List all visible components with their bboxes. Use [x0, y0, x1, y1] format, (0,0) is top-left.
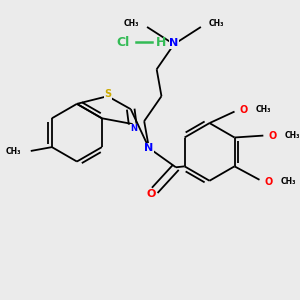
- Text: N: N: [130, 124, 137, 134]
- Text: N: N: [144, 143, 154, 153]
- Text: CH₃: CH₃: [124, 19, 140, 28]
- Text: O: O: [268, 130, 276, 141]
- Text: O: O: [264, 177, 272, 187]
- Text: CH₃: CH₃: [208, 19, 224, 28]
- Text: CH₃: CH₃: [6, 147, 21, 156]
- Text: N: N: [169, 38, 178, 48]
- Text: CH₃: CH₃: [284, 131, 300, 140]
- Text: O: O: [239, 105, 247, 115]
- Text: CH₃: CH₃: [280, 177, 296, 186]
- Text: Cl: Cl: [116, 36, 130, 49]
- Text: CH₃: CH₃: [256, 105, 271, 114]
- Text: H: H: [156, 36, 167, 49]
- Text: S: S: [104, 89, 111, 99]
- Text: O: O: [146, 189, 156, 199]
